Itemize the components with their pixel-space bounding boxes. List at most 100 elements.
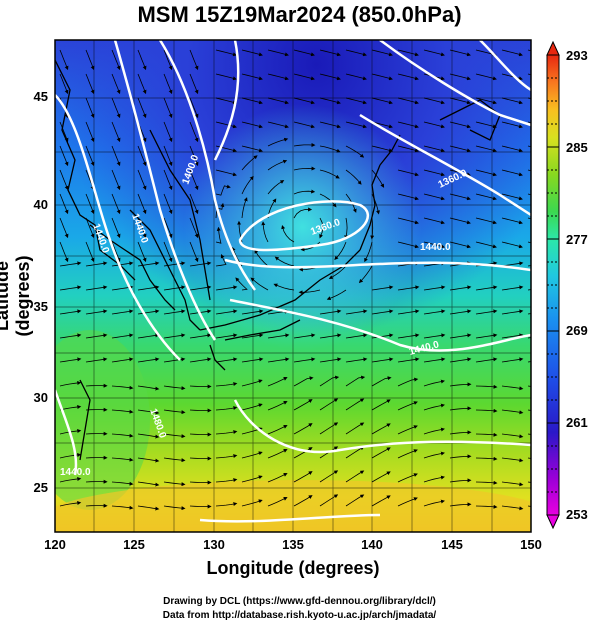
streamline-arrow bbox=[501, 481, 524, 487]
streamline-arrow bbox=[111, 193, 121, 215]
streamline-arrow bbox=[397, 449, 418, 459]
streamline-arrow bbox=[319, 422, 339, 435]
streamline-arrow bbox=[423, 357, 446, 363]
streamline-arrow bbox=[189, 217, 199, 239]
streamline-arrow bbox=[59, 73, 69, 95]
streamline-arrow bbox=[397, 217, 419, 225]
streamline-arrow bbox=[241, 121, 263, 129]
streamline-arrow bbox=[449, 193, 471, 201]
streamline-arrow bbox=[449, 430, 472, 435]
streamline-arrow bbox=[345, 375, 366, 387]
streamline-arrow bbox=[189, 121, 199, 143]
streamline-arrow bbox=[241, 309, 264, 315]
streamline-arrow bbox=[273, 283, 295, 291]
streamline-arrow bbox=[215, 73, 237, 81]
streamline-arrow bbox=[241, 499, 263, 507]
streamline-arrow bbox=[293, 189, 316, 195]
streamline-arrow bbox=[501, 145, 523, 153]
streamline-arrow bbox=[501, 241, 523, 249]
streamline-arrow bbox=[137, 309, 160, 315]
streamline-arrow bbox=[215, 309, 238, 315]
streamline-arrow bbox=[345, 422, 365, 435]
streamline-arrow bbox=[423, 379, 445, 387]
streamline-arrow bbox=[345, 333, 368, 339]
streamline-arrow bbox=[111, 505, 134, 510]
streamline-arrow bbox=[267, 159, 288, 171]
streamline-arrow bbox=[85, 193, 95, 215]
streamline-arrow bbox=[501, 385, 524, 391]
streamline-arrow bbox=[397, 473, 418, 483]
streamline-arrow bbox=[59, 405, 82, 411]
streamline-arrow bbox=[59, 309, 82, 315]
streamline-arrow bbox=[423, 475, 445, 483]
plot-frame bbox=[54, 39, 532, 533]
streamline-arrow bbox=[501, 49, 523, 57]
credit-data: Data from http://database.rish.kyoto-u.a… bbox=[162, 610, 437, 621]
streamline-arrow bbox=[328, 265, 347, 280]
streamline-arrow bbox=[137, 385, 160, 391]
streamline-arrow bbox=[189, 504, 212, 509]
y-tick-label: 30 bbox=[34, 390, 48, 405]
streamline-arrow bbox=[215, 97, 237, 105]
streamline-arrow bbox=[298, 289, 321, 295]
streamline-arrow bbox=[137, 49, 147, 71]
streamline-arrow bbox=[163, 73, 173, 95]
streamline-arrow bbox=[111, 409, 134, 414]
streamline-arrow bbox=[274, 256, 295, 267]
streamline-arrow bbox=[111, 121, 121, 143]
streamline-arrow bbox=[397, 97, 419, 105]
streamline-arrow bbox=[475, 504, 498, 509]
streamline-arrow bbox=[241, 97, 263, 105]
streamline-arrow bbox=[261, 221, 269, 243]
streamline-arrow bbox=[319, 121, 341, 129]
streamline-arrow bbox=[371, 471, 391, 483]
streamline-arrow bbox=[319, 375, 340, 387]
streamline-arrow bbox=[319, 145, 341, 153]
streamline-arrow bbox=[111, 385, 134, 390]
streamline-arrow bbox=[215, 121, 237, 129]
streamline-arrow bbox=[319, 97, 341, 105]
streamline-arrow bbox=[267, 180, 285, 195]
streamline-arrow bbox=[423, 285, 446, 291]
streamline-arrow bbox=[215, 382, 238, 387]
y-axis-label: Latitude (degrees) bbox=[0, 255, 33, 337]
streamline-arrow bbox=[501, 217, 523, 225]
streamline-arrow bbox=[397, 169, 419, 177]
streamline-arrow bbox=[85, 309, 108, 315]
streamline-arrow bbox=[293, 423, 313, 435]
colorbar-label: 269 bbox=[566, 323, 588, 338]
streamline-arrow bbox=[267, 97, 289, 105]
wind-streamlines bbox=[59, 49, 531, 511]
streamline-arrow bbox=[137, 193, 147, 215]
streamline-arrow bbox=[449, 145, 471, 153]
streamline-arrow bbox=[241, 379, 263, 387]
streamline-arrow bbox=[111, 309, 134, 315]
streamline-arrow bbox=[137, 241, 147, 263]
streamline-arrow bbox=[111, 333, 134, 339]
streamline-arrow bbox=[397, 333, 420, 339]
streamline-arrow bbox=[397, 49, 419, 57]
streamline-arrow bbox=[137, 457, 160, 463]
streamline-arrow bbox=[501, 357, 524, 363]
streamline-arrow bbox=[111, 241, 121, 263]
streamline-arrow bbox=[189, 73, 199, 95]
streamline-arrow bbox=[189, 357, 212, 363]
streamline-arrow bbox=[59, 121, 69, 143]
streamline-arrow bbox=[137, 481, 160, 487]
streamline-arrow bbox=[397, 497, 418, 507]
streamline-arrow bbox=[215, 226, 222, 244]
streamline-arrow bbox=[215, 49, 237, 57]
streamline-arrow bbox=[345, 145, 365, 158]
streamline-arrow bbox=[345, 97, 367, 105]
streamline-arrow bbox=[293, 447, 313, 459]
streamline-arrow bbox=[501, 333, 524, 339]
streamline-arrow bbox=[163, 193, 173, 215]
streamline-arrow bbox=[137, 73, 147, 95]
streamline-arrow bbox=[345, 446, 365, 459]
streamline-arrow bbox=[163, 285, 186, 291]
streamline-arrow bbox=[59, 193, 69, 215]
streamline-arrow bbox=[423, 217, 445, 225]
streamline-arrow bbox=[423, 333, 446, 339]
streamline-arrow bbox=[319, 169, 340, 179]
